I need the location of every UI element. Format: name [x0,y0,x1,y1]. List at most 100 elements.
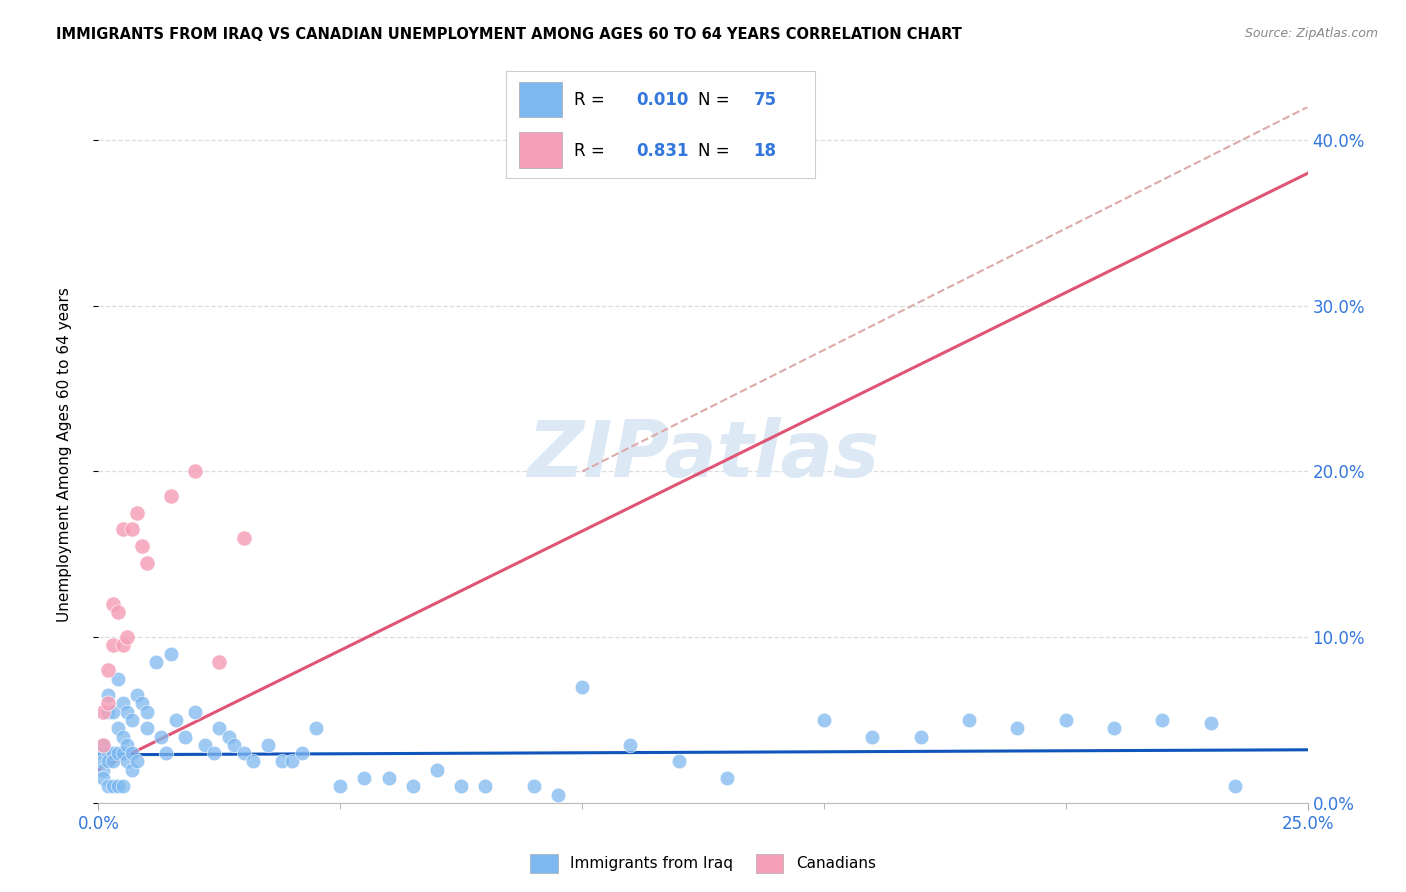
Point [135,705,157,719]
Point [281,755,304,769]
Point [619,738,641,752]
Text: 18: 18 [754,142,776,160]
Point [184,705,207,719]
Text: N =: N = [697,91,735,109]
Point [910,730,932,744]
Point [117,755,139,769]
Point [271,755,294,769]
Point [450,779,472,793]
Point [256,738,278,752]
Point [101,639,124,653]
Point [117,630,139,644]
Point [1007,721,1029,735]
Point [121,523,143,537]
Point [174,730,197,744]
Point [127,755,149,769]
Bar [519,82,562,118]
Point [242,755,264,769]
Point [117,738,139,752]
Point [97,705,120,719]
Point [91,738,114,752]
Point [101,779,124,793]
Point [97,697,120,711]
Point [547,788,569,802]
Point [1102,721,1125,735]
Point [91,755,114,769]
Point [184,465,207,479]
Point [107,779,129,793]
Point [222,738,245,752]
Point [860,730,883,744]
Point [353,771,375,785]
Point [107,672,129,686]
Point [91,771,114,785]
Point [1223,779,1246,793]
Point [135,556,157,570]
Point [402,779,425,793]
Point [305,721,328,735]
Point [131,539,153,553]
Text: Source: ZipAtlas.com: Source: ZipAtlas.com [1244,27,1378,40]
Point [91,763,114,777]
Point [813,713,835,727]
Point [101,597,124,611]
Point [474,779,496,793]
Point [91,746,114,760]
Point [111,697,134,711]
Point [97,746,120,760]
Point [107,746,129,760]
Point [111,730,134,744]
Point [957,713,980,727]
Point [571,680,593,694]
Point [101,755,124,769]
Text: IMMIGRANTS FROM IRAQ VS CANADIAN UNEMPLOYMENT AMONG AGES 60 TO 64 YEARS CORRELAT: IMMIGRANTS FROM IRAQ VS CANADIAN UNEMPLO… [56,27,962,42]
Text: 0.831: 0.831 [636,142,689,160]
Point [121,713,143,727]
Point [135,721,157,735]
Y-axis label: Unemployment Among Ages 60 to 64 years: Unemployment Among Ages 60 to 64 years [58,287,72,623]
Point [97,688,120,702]
Point [111,639,134,653]
Text: N =: N = [697,142,735,160]
Point [290,746,312,760]
Point [155,746,177,760]
Point [160,489,183,503]
Point [101,746,124,760]
Point [107,605,129,619]
Point [131,697,153,711]
Point [208,721,231,735]
Point [111,779,134,793]
Point [329,779,352,793]
Point [97,755,120,769]
Text: 75: 75 [754,91,776,109]
Point [127,506,149,520]
Point [145,655,167,669]
Text: R =: R = [574,91,610,109]
Point [194,738,217,752]
Point [232,746,254,760]
Point [668,755,690,769]
Point [232,531,254,545]
Legend: Immigrants from Iraq, Canadians: Immigrants from Iraq, Canadians [524,847,882,879]
Point [91,705,114,719]
Point [377,771,399,785]
Point [1054,713,1077,727]
Point [208,655,231,669]
Point [716,771,738,785]
Point [121,746,143,760]
Point [111,746,134,760]
Point [97,663,120,677]
Point [1152,713,1174,727]
Point [150,730,173,744]
Point [1199,716,1222,731]
Point [121,763,143,777]
Point [111,523,134,537]
Text: R =: R = [574,142,610,160]
Point [218,730,240,744]
Text: ZIPatlas: ZIPatlas [527,417,879,493]
Point [117,705,139,719]
Point [523,779,546,793]
Point [97,779,120,793]
Point [127,688,149,702]
Bar [519,132,562,168]
